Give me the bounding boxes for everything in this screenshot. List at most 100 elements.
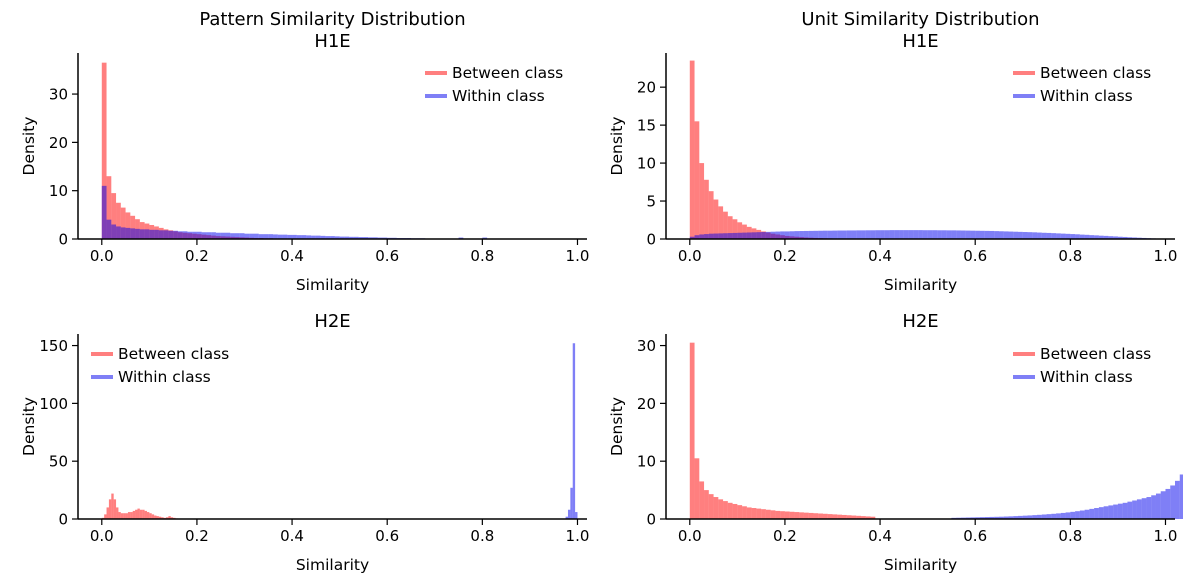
histogram-bar xyxy=(1113,236,1118,239)
histogram-bar xyxy=(865,516,871,519)
histogram-bar xyxy=(258,234,264,239)
histogram-bar xyxy=(142,509,145,519)
histogram-bar xyxy=(803,230,809,239)
histogram-bar xyxy=(1160,491,1166,519)
histogram-bar xyxy=(870,516,876,519)
histogram-bar xyxy=(713,233,719,239)
histogram-bar xyxy=(234,233,240,239)
histogram-bar xyxy=(1060,233,1066,239)
histogram-bar xyxy=(123,513,126,519)
histogram-bar xyxy=(1008,516,1014,519)
legend-label: Between class xyxy=(1040,64,1151,82)
histogram-bar xyxy=(1037,514,1042,519)
histogram-bar xyxy=(1113,504,1118,519)
histogram-bar xyxy=(118,512,121,519)
chart-panel-3: 0.0 0.2 0.4 0.6 0.8 1.0 0 50 100 150 H2E Similarity… xyxy=(20,311,589,574)
histogram-bar xyxy=(1141,498,1147,519)
histogram-bar xyxy=(125,227,131,239)
histogram-bar xyxy=(1060,512,1066,519)
histogram-bar xyxy=(139,229,145,239)
y-tick-label: 30 xyxy=(49,86,68,104)
y-tick-label: 30 xyxy=(637,337,656,355)
histogram-bar xyxy=(723,501,728,519)
chart-panel-2: 0.0 0.2 0.4 0.6 0.8 1.0 0 5 10 15 20 Unit Similarit… xyxy=(608,9,1177,294)
histogram-bar xyxy=(1008,231,1014,239)
histogram-bar xyxy=(1151,495,1156,519)
histogram-bar xyxy=(301,235,307,239)
histogram-bar xyxy=(111,224,117,239)
histogram-bar xyxy=(775,231,781,239)
chart-title: Unit Similarity Distribution xyxy=(801,9,1039,30)
histogram-bar xyxy=(111,493,114,519)
x-axis-label: Similarity xyxy=(296,276,369,294)
histogram-bar xyxy=(851,230,857,239)
chart-title: Pattern Similarity Distribution xyxy=(199,9,465,30)
histogram-bar xyxy=(125,212,131,239)
histogram-bar xyxy=(1037,232,1042,239)
histogram-bar xyxy=(287,234,293,239)
y-tick-label: 100 xyxy=(39,395,68,413)
histogram-bar xyxy=(158,516,162,519)
histogram-bar xyxy=(1065,512,1071,519)
histogram-bar xyxy=(746,507,752,519)
histogram-bar xyxy=(187,231,193,239)
histogram-bar xyxy=(358,237,364,239)
histogram-bar xyxy=(325,236,331,239)
histogram-bar xyxy=(818,230,823,239)
histogram-bar xyxy=(761,509,766,519)
y-tick-label: 20 xyxy=(637,395,656,413)
histogram-bar xyxy=(956,230,961,239)
histogram-bar xyxy=(727,233,733,239)
histogram-bar xyxy=(808,230,814,239)
histogram-bar xyxy=(116,202,121,239)
histogram-bar xyxy=(813,230,819,239)
histogram-bar xyxy=(732,219,738,239)
histogram-bar xyxy=(970,517,976,519)
x-tick-label: 0.0 xyxy=(90,527,114,545)
x-tick-label: 0.2 xyxy=(185,247,209,265)
histogram-bar xyxy=(756,508,762,519)
histogram-bar xyxy=(704,179,709,239)
x-tick-label: 0.0 xyxy=(678,527,702,545)
histogram-bar xyxy=(368,237,373,239)
histogram-bar xyxy=(125,513,128,519)
histogram-bar xyxy=(708,494,714,519)
legend-label: Within class xyxy=(1040,87,1133,105)
histogram-bar xyxy=(870,230,876,239)
series-between xyxy=(101,62,293,239)
histogram-bar xyxy=(170,517,174,519)
histogram-bar xyxy=(694,121,700,239)
histogram-bar xyxy=(1179,474,1183,519)
y-tick-label: 5 xyxy=(646,193,656,211)
histogram-bar xyxy=(813,513,819,519)
chart-title: H1E xyxy=(314,31,350,52)
histogram-bar xyxy=(889,230,895,239)
histogram-bar xyxy=(1103,235,1109,239)
x-tick-label: 0.6 xyxy=(375,247,399,265)
histogram-bar xyxy=(1136,499,1142,519)
y-tick-label: 50 xyxy=(49,453,68,471)
histogram-bar xyxy=(922,230,928,239)
histogram-bar xyxy=(742,224,747,239)
histogram-bar xyxy=(694,235,700,239)
histogram-bar xyxy=(1098,507,1104,519)
histogram-bar xyxy=(827,514,833,519)
y-axis-label: Density xyxy=(608,397,626,456)
y-tick-label: 150 xyxy=(39,337,68,355)
chart-title: H1E xyxy=(902,31,938,52)
histogram-bar xyxy=(146,512,150,519)
histogram-bar xyxy=(1003,516,1009,519)
histogram-bar xyxy=(851,515,857,519)
histogram-bar xyxy=(718,233,724,239)
histogram-bar xyxy=(1089,235,1095,239)
histogram-bar xyxy=(144,229,150,239)
series-between xyxy=(101,493,178,519)
histogram-bar xyxy=(732,232,738,239)
histogram-bar xyxy=(268,234,274,239)
legend-label: Between class xyxy=(118,345,229,363)
histogram-bar xyxy=(946,230,952,239)
histogram-bar xyxy=(775,510,781,519)
histogram-bar xyxy=(827,230,833,239)
series-within xyxy=(101,185,492,239)
